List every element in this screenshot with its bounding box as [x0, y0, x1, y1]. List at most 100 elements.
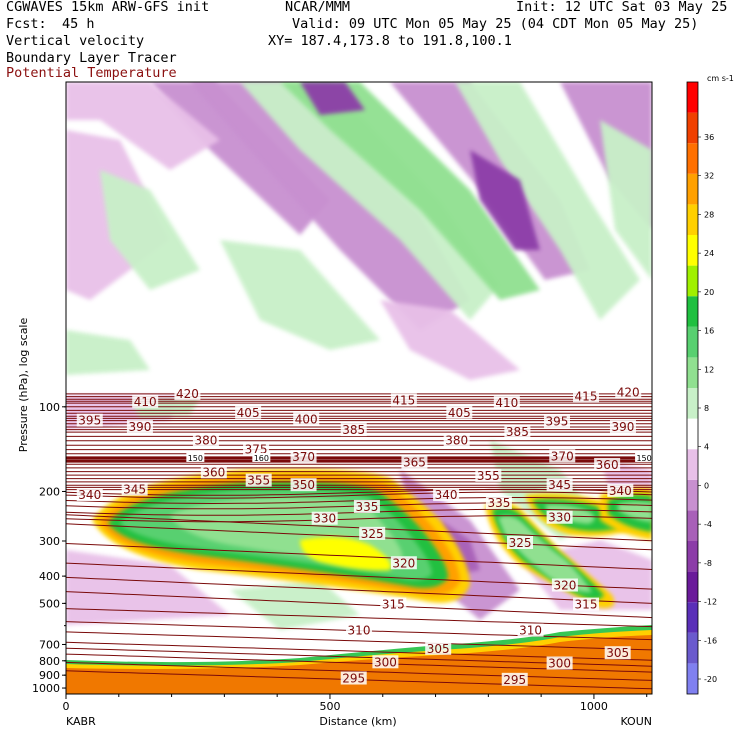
theta-label: 300	[548, 657, 571, 671]
theta-label: 405	[448, 406, 471, 420]
theta-label: 365	[403, 456, 426, 470]
dense-theta-label: 150	[188, 454, 203, 463]
theta-label-bg	[311, 511, 338, 525]
theta-label-bg	[493, 396, 520, 410]
header-org: NCAR/MMM	[285, 0, 351, 15]
theta-label: 380	[194, 434, 217, 448]
theta-label: 415	[392, 394, 415, 408]
theta-label: 370	[551, 449, 574, 463]
y-tick-label: 100	[39, 401, 60, 414]
theta-label: 390	[612, 420, 635, 434]
theta-label-bg	[485, 496, 512, 510]
colorbar-label: -20	[704, 675, 717, 684]
theta-label: 310	[519, 624, 542, 638]
theta-label-bg	[546, 478, 573, 492]
colorbar-bin	[687, 82, 698, 113]
colorbar-label: 4	[704, 443, 709, 452]
theta-label: 315	[575, 598, 598, 612]
theta-label: 335	[355, 500, 378, 514]
theta-label-bg	[293, 412, 320, 426]
colorbar-label: 20	[704, 288, 714, 297]
colorbar-bin	[687, 418, 698, 450]
theta-label-bg	[607, 483, 634, 497]
colorbar-bin	[687, 265, 698, 297]
velocity-region	[66, 550, 230, 625]
theta-label-bg	[594, 457, 621, 471]
velocity-region	[380, 300, 520, 380]
theta-label: 380	[445, 434, 468, 448]
theta-label-bg	[192, 433, 219, 447]
theta-label-bg	[401, 455, 428, 469]
x-tick-label: 0	[63, 700, 70, 713]
theta-label-bg	[76, 413, 103, 427]
colorbar-bin	[687, 541, 698, 572]
theta-label: 330	[548, 511, 571, 525]
plot-frame	[65, 81, 653, 695]
theta-contour	[66, 661, 652, 681]
theta-label-bg	[573, 389, 600, 403]
theta-label-bg	[126, 420, 153, 434]
theta-label-bg	[546, 510, 573, 524]
y-tick-label: 800	[39, 655, 60, 668]
theta-label-bg	[372, 655, 399, 669]
velocity-region	[300, 82, 365, 115]
colorbar-label: -16	[704, 636, 717, 645]
theta-label-bg	[543, 414, 570, 428]
theta-label: 345	[548, 478, 571, 492]
theta-label: 355	[477, 469, 500, 483]
x-tick-label: 500	[319, 700, 340, 713]
y-tick-label: 500	[39, 597, 60, 610]
header-valid: Valid: 09 UTC Mon 05 May 25 (04 CDT Mon …	[292, 16, 699, 32]
theta-contour	[66, 491, 652, 499]
colorbar-label: 24	[704, 249, 714, 258]
colorbar-bin	[687, 388, 698, 419]
theta-label-bg	[243, 442, 270, 456]
colorbar-label: 32	[704, 172, 714, 181]
colorbar-bin	[687, 173, 698, 205]
theta-label: 420	[176, 387, 199, 401]
velocity-region	[190, 82, 470, 330]
theta-contour	[66, 543, 652, 570]
y-tick-label: 200	[39, 485, 60, 498]
theta-label-bg	[132, 394, 159, 408]
theta-label-bg	[433, 488, 460, 502]
header-xy: XY= 187.4,173.8 to 191.8,100.1	[268, 33, 512, 49]
theta-label-bg	[549, 449, 576, 463]
velocity-region	[600, 120, 652, 280]
theta-label: 405	[237, 406, 260, 420]
y-tick-label: 900	[39, 669, 60, 682]
theta-label: 325	[361, 527, 384, 541]
velocity-region	[470, 150, 540, 250]
theta-label-bg	[76, 488, 103, 502]
y-tick-label: 700	[39, 638, 60, 651]
theta-label: 335	[487, 496, 510, 510]
colorbar-bin	[687, 663, 698, 694]
theta-label: 400	[295, 413, 318, 427]
theta-label-bg	[245, 473, 272, 487]
velocity-region	[220, 240, 380, 350]
theta-label-bg	[546, 656, 573, 670]
theta-label-bg	[425, 641, 452, 655]
dense-theta-label: 160	[254, 454, 269, 463]
colorbar-label: -4	[704, 520, 712, 529]
velocity-region	[240, 82, 500, 320]
theta-label: 370	[292, 450, 315, 464]
theta-label: 355	[247, 474, 270, 488]
theta-label: 340	[435, 488, 458, 502]
x-tick-label: 1000	[580, 700, 608, 713]
y-axis-label: Pressure (hPa), log scale	[17, 318, 30, 453]
theta-label: 320	[553, 579, 576, 593]
colorbar-label: 36	[704, 133, 714, 142]
theta-contour	[66, 631, 652, 651]
colorbar-bin	[687, 143, 698, 174]
theta-label: 390	[128, 420, 151, 434]
header-fcst-value: 45 h	[62, 16, 95, 32]
x-axis-label: Distance (km)	[319, 715, 396, 728]
theta-contour	[66, 591, 652, 619]
theta-label: 385	[506, 425, 529, 439]
theta-label-bg	[604, 646, 631, 660]
theta-label: 385	[342, 423, 365, 437]
theta-label: 420	[617, 386, 640, 400]
colorbar-bin	[687, 449, 698, 480]
dense-theta-label: 150	[636, 454, 651, 463]
